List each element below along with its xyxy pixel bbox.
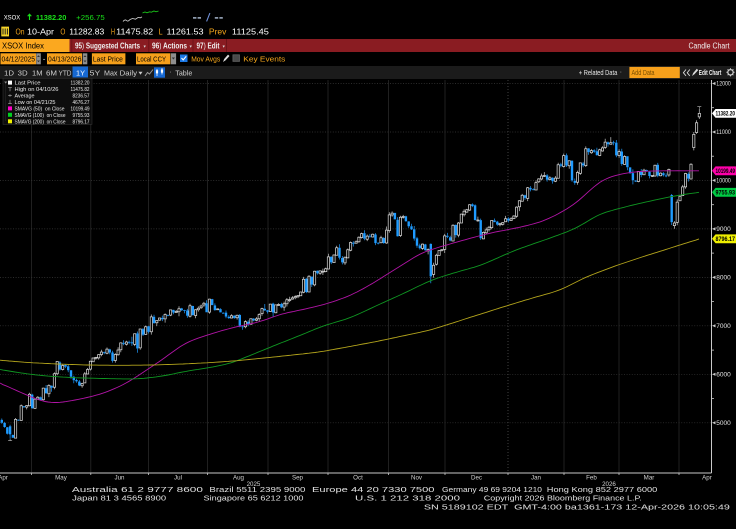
svg-text:SMAVG (100) on Close: SMAVG (100) on Close [15,113,66,119]
svg-text:Mar: Mar [644,475,655,482]
svg-text:Jan: Jan [531,475,542,482]
svg-text:Local CCY: Local CCY [137,57,166,64]
svg-text:8796.17: 8796.17 [716,236,736,243]
svg-text:1Y: 1Y [76,68,85,77]
svg-text:Nov: Nov [411,475,423,482]
svg-text:2026: 2026 [602,481,616,488]
svg-text:8796.17: 8796.17 [73,119,90,125]
svg-text:97) Edit: 97) Edit [197,42,220,51]
svg-text:+ Related Data: + Related Data [579,68,618,77]
svg-text:Last Price: Last Price [93,57,123,64]
svg-text:Apr: Apr [702,475,712,482]
svg-text:7000: 7000 [716,323,731,330]
svg-text:8236.57: 8236.57 [73,94,90,100]
svg-text:Brazil 5511 2395 9000: Brazil 5511 2395 9000 [209,487,305,494]
svg-text:Prev: Prev [209,27,227,36]
svg-text:04/12/2025: 04/12/2025 [2,57,36,64]
svg-text:10-Apr: 10-Apr [27,27,54,36]
svg-text:9000: 9000 [716,226,731,233]
svg-text:96) Actions: 96) Actions [152,42,187,51]
svg-text:Germany 49 69 9204 1210: Germany 49 69 9204 1210 [442,487,542,494]
svg-text:10199.49: 10199.49 [71,106,90,112]
svg-text:SMAVG (200) on Close: SMAVG (200) on Close [15,119,66,125]
svg-text:SN 5189102 EDT GMT-4:00 ba136: SN 5189102 EDT GMT-4:00 ba1361-173 12-Ap… [424,504,730,511]
svg-text:Dec: Dec [471,475,482,482]
svg-text:Max: Max [104,68,118,77]
svg-text:High on 04/10/26: High on 04/10/26 [15,87,59,93]
svg-text:6M: 6M [46,68,57,77]
svg-text:9755.93: 9755.93 [716,190,736,197]
svg-text:Candle Chart: Candle Chart [689,42,731,51]
svg-text:3D: 3D [18,68,29,77]
svg-text:Australia 61 2 9777 8600: Australia 61 2 9777 8600 [72,487,203,494]
svg-text:·: · [620,68,623,77]
svg-text:Japan 81 3 4565 8900: Japan 81 3 4565 8900 [72,496,166,503]
svg-text:Sep: Sep [292,475,304,482]
svg-text:11282.83: 11282.83 [69,27,105,36]
svg-text:Edit Chart: Edit Chart [699,68,722,77]
svg-text:Aug: Aug [233,475,245,482]
svg-text:U.S. 1 212 318 2000: U.S. 1 212 318 2000 [355,496,460,503]
svg-text:11125.45: 11125.45 [232,27,270,36]
svg-text:04/13/2026: 04/13/2026 [48,57,82,64]
svg-text:5000: 5000 [716,420,731,427]
svg-text:11382.20: 11382.20 [716,111,736,118]
svg-text:4676.27: 4676.27 [73,100,90,106]
svg-text:12000: 12000 [716,81,731,88]
svg-text:Mov Avgs: Mov Avgs [191,55,220,64]
svg-text:XSOX: XSOX [4,15,21,22]
svg-text:10199.49: 10199.49 [716,168,736,175]
svg-text:Add Data: Add Data [632,68,655,77]
svg-text:YTD: YTD [59,68,73,77]
svg-text:Apr: Apr [0,475,8,482]
svg-text:95) Suggested Charts: 95) Suggested Charts [75,42,140,51]
svg-text:Oct: Oct [353,475,363,482]
svg-text:Last Price: Last Price [15,81,41,87]
svg-text:·: · [169,68,172,77]
svg-text:6000: 6000 [716,372,731,379]
svg-text:11000: 11000 [716,129,731,136]
svg-text:+256.75: +256.75 [76,13,105,22]
svg-text:Low on 04/21/25: Low on 04/21/25 [15,100,56,106]
svg-text:SMAVG (50) on Close: SMAVG (50) on Close [15,106,65,112]
svg-text:Average: Average [15,94,35,100]
svg-text:Europe 44 20 7330 7500: Europe 44 20 7330 7500 [312,487,435,494]
svg-text:11382.20: 11382.20 [36,13,67,22]
svg-text:On: On [16,27,25,36]
svg-text:10000: 10000 [716,178,731,185]
svg-text:Copyright 2026 Bloomberg Finan: Copyright 2026 Bloomberg Finance L.P. [484,496,642,503]
svg-text:-: - [43,55,46,64]
svg-text:O: O [60,27,65,36]
svg-text:11382.20: 11382.20 [71,81,90,87]
svg-text:Hong Kong 852 2977 6000: Hong Kong 852 2977 6000 [547,487,658,494]
svg-text:Key Events: Key Events [243,55,285,64]
svg-text:H: H [111,27,115,36]
svg-text:5Y: 5Y [90,68,101,77]
svg-text:1D: 1D [4,68,15,77]
svg-text:8000: 8000 [716,275,731,282]
svg-text:1M: 1M [32,68,43,77]
svg-text:Jul: Jul [174,475,182,482]
svg-text:2025: 2025 [247,481,261,488]
svg-text:Daily: Daily [120,68,138,77]
svg-text:Singapore 65 6212 1000: Singapore 65 6212 1000 [204,496,304,503]
svg-text:XSOX Index: XSOX Index [2,42,44,51]
svg-text:11261.53: 11261.53 [167,27,205,36]
svg-text:11475.82: 11475.82 [116,27,154,36]
svg-text:L: L [159,27,163,36]
svg-text:May: May [55,475,68,482]
svg-text:Jun: Jun [115,475,126,482]
svg-text:Feb: Feb [586,475,597,482]
svg-text:11475.82: 11475.82 [71,87,90,93]
svg-text:Table: Table [175,68,192,77]
svg-text:9755.93: 9755.93 [73,113,90,119]
